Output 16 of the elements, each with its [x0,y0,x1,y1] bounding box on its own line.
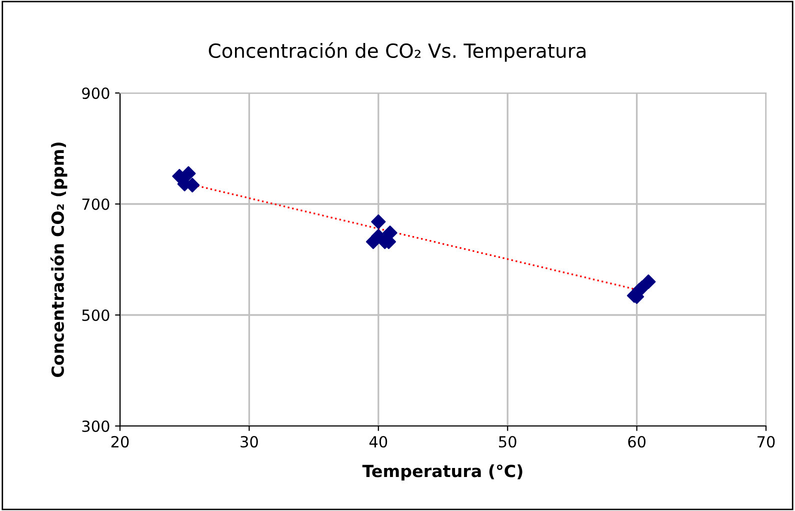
x-axis-title: Temperatura (°C) [362,464,522,481]
y-tick-label: 700 [82,198,110,210]
y-tick-label: 300 [82,420,110,432]
x-tick-label: 60 [628,436,646,448]
y-tick-label: 900 [82,87,110,100]
point [366,234,381,250]
y-tick-label: 500 [82,309,110,322]
point [371,214,386,230]
y-axis-title: Concentración CO₂ (ppm) [50,142,68,378]
x-tick-label: 30 [240,436,258,448]
x-tick-label: 70 [758,436,775,448]
x-tick-label: 50 [499,436,516,448]
x-tick-label: 20 [111,436,129,448]
chart-title: Concentración de CO₂ Vs. Temperatura [208,42,586,62]
x-tick-label: 40 [369,436,388,448]
point [181,166,196,181]
